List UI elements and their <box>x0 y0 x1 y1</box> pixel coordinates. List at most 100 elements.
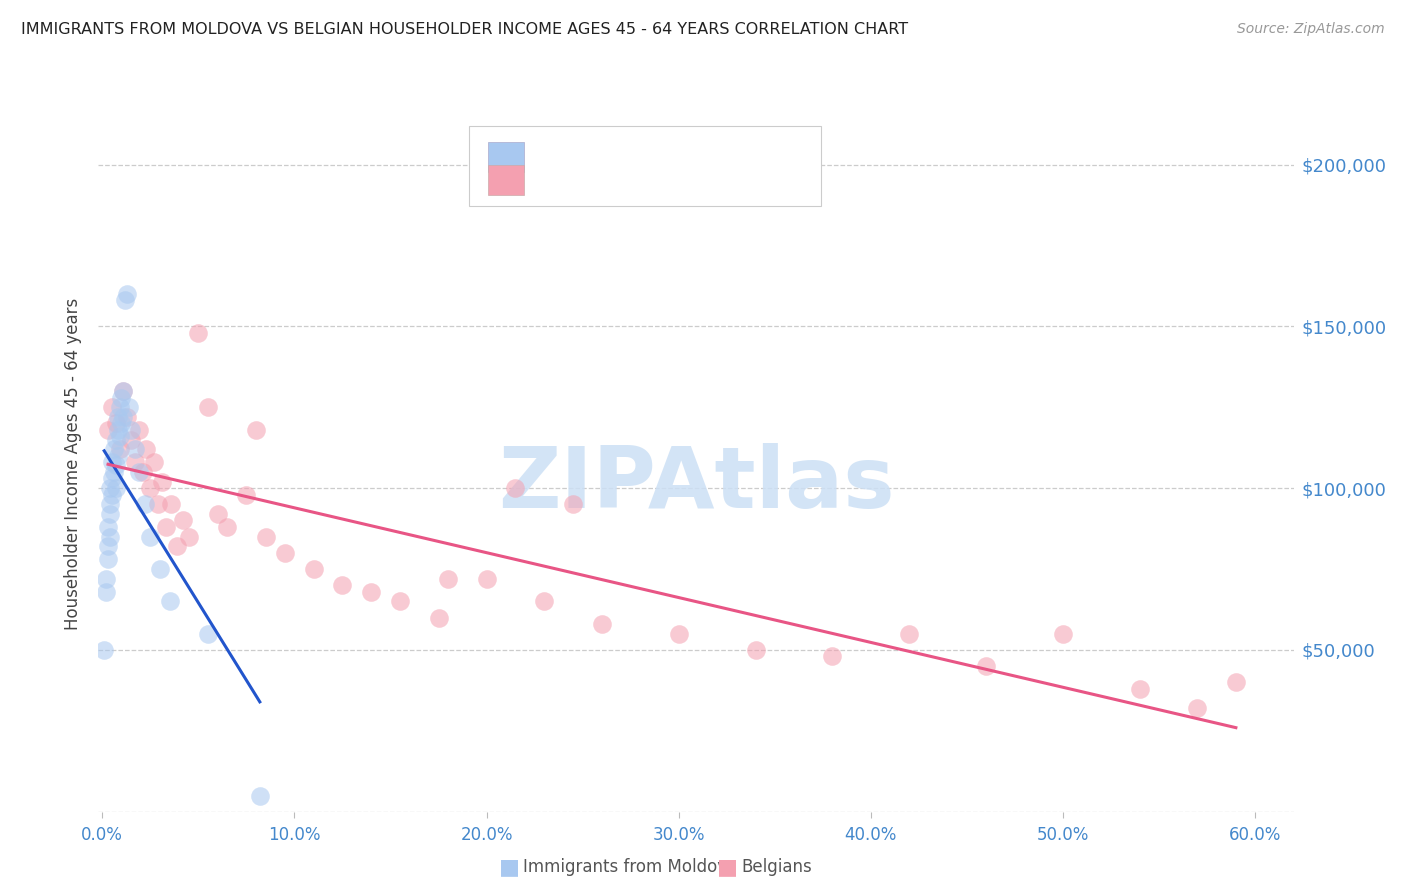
Point <box>128 465 150 479</box>
Point <box>124 442 146 457</box>
Point <box>108 442 131 457</box>
Point <box>112 384 135 398</box>
Point <box>135 442 157 457</box>
Text: N =: N = <box>681 148 717 166</box>
Point <box>131 465 153 479</box>
Point <box>104 417 127 431</box>
Point <box>159 594 181 608</box>
Point <box>101 455 124 469</box>
Point <box>98 481 121 495</box>
Point <box>149 562 172 576</box>
Point <box>166 540 188 554</box>
FancyBboxPatch shape <box>470 127 821 206</box>
Point <box>821 649 844 664</box>
Y-axis label: Householder Income Ages 45 - 64 years: Householder Income Ages 45 - 64 years <box>65 298 83 630</box>
Point <box>124 455 146 469</box>
Point <box>177 530 200 544</box>
Point <box>114 293 136 308</box>
Point <box>107 449 129 463</box>
Point <box>332 578 354 592</box>
Point <box>94 584 117 599</box>
Point <box>120 423 142 437</box>
Text: Immigrants from Moldova: Immigrants from Moldova <box>523 858 737 876</box>
Point <box>115 287 138 301</box>
Point <box>97 423 120 437</box>
Point <box>197 626 219 640</box>
Point <box>389 594 412 608</box>
FancyBboxPatch shape <box>488 165 524 195</box>
Point <box>108 429 131 443</box>
Text: Source: ZipAtlas.com: Source: ZipAtlas.com <box>1237 22 1385 37</box>
Point <box>505 481 527 495</box>
Point <box>150 475 173 489</box>
Point <box>1052 626 1074 640</box>
Point <box>98 497 121 511</box>
Point <box>187 326 209 340</box>
Point <box>249 789 271 803</box>
Point <box>139 481 162 495</box>
Point <box>108 401 131 415</box>
Point <box>160 497 183 511</box>
Point <box>155 520 177 534</box>
Text: 48: 48 <box>731 171 754 189</box>
Point <box>101 487 124 501</box>
Point <box>97 552 120 566</box>
Point <box>118 401 141 415</box>
Point <box>437 572 460 586</box>
Point <box>475 572 498 586</box>
Text: ■: ■ <box>717 857 738 877</box>
Point <box>245 423 267 437</box>
Point <box>134 497 156 511</box>
Point <box>427 610 450 624</box>
Point <box>360 584 382 599</box>
Text: -0.272: -0.272 <box>595 171 654 189</box>
Point <box>197 401 219 415</box>
Point <box>97 520 120 534</box>
Point <box>93 643 115 657</box>
Point <box>274 546 297 560</box>
Point <box>172 513 194 527</box>
Point <box>591 617 613 632</box>
Point <box>139 530 162 544</box>
Point <box>98 530 121 544</box>
Text: ZIPAtlas: ZIPAtlas <box>498 443 894 526</box>
Point <box>562 497 585 511</box>
Point <box>94 572 117 586</box>
Point <box>235 487 257 501</box>
Point <box>112 384 135 398</box>
Point <box>302 562 325 576</box>
Point <box>115 409 138 424</box>
Point <box>120 433 142 447</box>
Point <box>101 401 124 415</box>
Point <box>254 530 277 544</box>
Point <box>668 626 690 640</box>
Point <box>1225 675 1247 690</box>
Point <box>974 659 997 673</box>
Point <box>104 433 127 447</box>
Text: IMMIGRANTS FROM MOLDOVA VS BELGIAN HOUSEHOLDER INCOME AGES 45 - 64 YEARS CORRELA: IMMIGRANTS FROM MOLDOVA VS BELGIAN HOUSE… <box>21 22 908 37</box>
Point <box>128 423 150 437</box>
Point <box>107 409 129 424</box>
Text: -0.613: -0.613 <box>595 148 654 166</box>
Text: R =: R = <box>537 148 574 166</box>
Text: R =: R = <box>537 171 574 189</box>
Text: N =: N = <box>681 171 717 189</box>
Point <box>104 481 127 495</box>
Point <box>744 643 766 657</box>
Point <box>207 507 229 521</box>
Point <box>217 520 239 534</box>
Point <box>103 465 125 479</box>
Text: 39: 39 <box>731 148 754 166</box>
Point <box>533 594 555 608</box>
Point <box>146 497 169 511</box>
Point <box>107 423 129 437</box>
Point <box>97 540 120 554</box>
Text: Belgians: Belgians <box>741 858 811 876</box>
Point <box>110 391 132 405</box>
Point <box>1129 681 1152 696</box>
Point <box>103 442 125 457</box>
FancyBboxPatch shape <box>488 142 524 172</box>
Point <box>104 458 127 473</box>
Point <box>98 507 121 521</box>
Point <box>112 409 135 424</box>
